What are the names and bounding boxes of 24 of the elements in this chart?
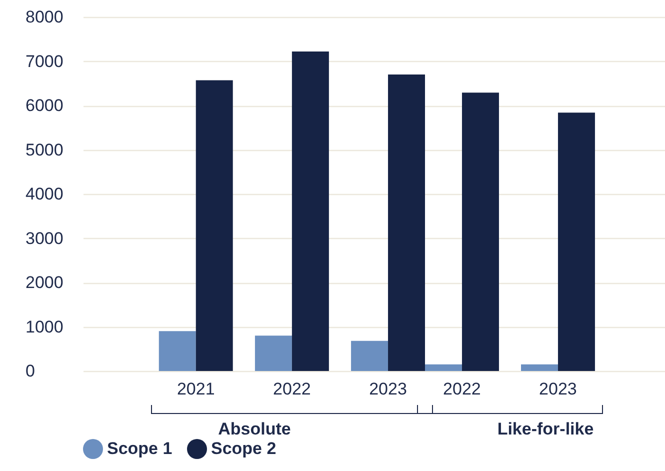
- x-tick-label: 2023: [369, 380, 407, 398]
- bar: [292, 52, 329, 371]
- y-tick-label: 8000: [26, 8, 64, 26]
- x-axis-title: Like-for-like: [497, 420, 594, 438]
- y-tick-label: 6000: [26, 96, 64, 115]
- legend-label: Scope 1: [107, 439, 172, 458]
- bar: [388, 74, 425, 371]
- y-tick-label: 3000: [26, 228, 64, 248]
- bar: [254, 336, 292, 371]
- y-tick-label: 0: [26, 362, 35, 380]
- bar: [158, 331, 196, 371]
- x-tick-label: 2022: [273, 380, 311, 398]
- y-tick-label: 4000: [26, 184, 64, 204]
- x-tick-label: 2021: [176, 380, 215, 398]
- y-tick-label: 7000: [26, 52, 64, 71]
- legend-label: Scope 2: [211, 439, 276, 458]
- bar: [196, 80, 233, 371]
- y-tick-label: 5000: [26, 140, 64, 160]
- x-tick-label: 2022: [443, 380, 481, 398]
- y-tick-label: 1000: [26, 317, 64, 336]
- x-tick-label: 2023: [539, 380, 577, 398]
- x-axis-title: Absolute: [218, 420, 291, 438]
- y-tick-label: 2000: [26, 273, 64, 292]
- bar: [351, 340, 388, 371]
